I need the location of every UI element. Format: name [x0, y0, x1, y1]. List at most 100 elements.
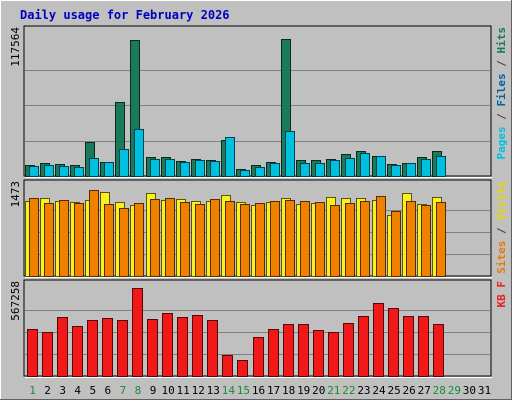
bar-kbytes-kb-f-day-8	[132, 288, 143, 377]
x-tick-label-day-27: 27	[418, 384, 431, 397]
panel-traffic-legend-part-2: Files	[495, 73, 508, 106]
x-tick-label-day-18: 18	[282, 384, 295, 397]
bar-kbytes-kb-f-day-24	[373, 303, 384, 377]
x-tick-label-day-9: 9	[150, 384, 157, 397]
bar-visits-sites-day-4	[74, 203, 84, 277]
bar-kbytes-kb-f-day-22	[343, 323, 354, 377]
bar-visits-sites-day-28	[436, 202, 446, 277]
x-tick-label-day-5: 5	[89, 384, 96, 397]
bar-kbytes-kb-f-day-2	[42, 332, 53, 377]
x-tick-label-day-25: 25	[387, 384, 400, 397]
bar-traffic-pages-day-14	[225, 137, 235, 177]
x-tick-label-day-21: 21	[327, 384, 340, 397]
bar-visits-sites-day-15	[240, 204, 250, 277]
bar-traffic-pages-day-10	[165, 159, 175, 177]
panel-visits-legend-part-2: Visits	[495, 181, 508, 221]
bar-visits-sites-day-10	[165, 198, 175, 277]
x-tick-label-day-3: 3	[59, 384, 66, 397]
bar-visits-sites-day-16	[255, 203, 265, 277]
bar-traffic-pages-day-8	[134, 129, 144, 177]
bar-traffic-pages-day-7	[119, 149, 129, 177]
bar-kbytes-kb-f-day-6	[102, 318, 113, 377]
x-tick-label-day-17: 17	[267, 384, 280, 397]
bar-traffic-pages-day-28	[436, 156, 446, 177]
chart-title: Daily usage for February 2026	[20, 8, 230, 22]
panel-traffic-legend-part-1: /	[495, 107, 508, 127]
x-tick-label-day-24: 24	[372, 384, 386, 397]
x-tick-label-day-23: 23	[357, 384, 370, 397]
bar-traffic-pages-day-1	[29, 166, 39, 177]
bar-kbytes-kb-f-day-20	[313, 330, 324, 377]
bar-traffic-pages-day-15	[240, 170, 250, 177]
bar-kbytes-kb-f-day-25	[388, 308, 399, 377]
panel-visits: 1473 Sites / Visits	[9, 179, 508, 278]
bar-traffic-pages-day-12	[195, 160, 205, 177]
panel-traffic-legend-part-0: Pages	[495, 126, 508, 159]
x-tick-label-day-13: 13	[207, 384, 220, 397]
bar-traffic-pages-day-6	[104, 162, 114, 177]
x-tick-label-day-31: 31	[478, 384, 491, 397]
bar-visits-sites-day-9	[150, 199, 160, 277]
x-tick-label-day-14: 14	[222, 384, 236, 397]
bar-kbytes-kb-f-day-28	[433, 324, 444, 377]
bar-visits-sites-day-27	[421, 205, 431, 277]
bar-kbytes-kb-f-day-17	[268, 329, 279, 377]
bar-kbytes-kb-f-day-7	[117, 320, 128, 377]
panel-kbytes: 567258 KB F	[9, 279, 508, 378]
x-tick-label-day-12: 12	[192, 384, 205, 397]
bar-traffic-pages-day-2	[44, 165, 54, 177]
bar-traffic-pages-day-11	[180, 162, 190, 177]
bar-traffic-pages-day-18	[285, 131, 295, 177]
bar-kbytes-kb-f-day-16	[253, 337, 264, 377]
bar-visits-sites-day-12	[195, 204, 205, 277]
panel-traffic-legend-part-4: Hits	[495, 27, 508, 54]
panel-kbytes-max-label: 567258	[9, 281, 22, 321]
bar-traffic-pages-day-4	[74, 167, 84, 177]
x-tick-label-day-2: 2	[44, 384, 51, 397]
x-axis-labels: 1 2 3 4 5 6 7 8 9 10 11 12 13 14 15 16 17 18 19 20 21 22 23 24 2…	[29, 384, 491, 397]
bar-traffic-pages-day-21	[330, 160, 340, 177]
x-tick-label-day-6: 6	[105, 384, 112, 397]
bar-kbytes-kb-f-day-23	[358, 316, 369, 377]
panel-visits-legend-part-0: Sites	[495, 241, 508, 274]
bar-visits-sites-day-21	[330, 205, 340, 277]
bar-traffic-pages-day-3	[59, 166, 69, 177]
bar-visits-sites-day-22	[345, 203, 355, 277]
bar-kbytes-kb-f-day-9	[147, 319, 158, 377]
panel-visits-legend-part-1: /	[495, 221, 508, 241]
bar-kbytes-kb-f-day-21	[328, 332, 339, 377]
bar-traffic-pages-day-5	[89, 158, 99, 177]
bar-kbytes-kb-f-day-10	[162, 313, 173, 377]
bar-kbytes-kb-f-day-18	[283, 324, 294, 377]
bar-kbytes-kb-f-day-27	[418, 316, 429, 377]
panel-kbytes-legend: KB F	[495, 281, 508, 308]
bar-visits-sites-day-11	[180, 202, 190, 277]
bar-traffic-pages-day-24	[376, 156, 386, 177]
bar-visits-sites-day-7	[119, 208, 129, 277]
panel-visits-legend: Sites / Visits	[495, 181, 508, 274]
bar-visits-sites-day-18	[285, 200, 295, 277]
bar-kbytes-kb-f-day-26	[403, 316, 414, 377]
bar-visits-sites-day-14	[225, 201, 235, 277]
panel-traffic: 117564 Pages / Files / Hits	[9, 25, 508, 178]
x-tick-label-day-16: 16	[252, 384, 265, 397]
x-tick-label-day-8: 8	[135, 384, 142, 397]
bar-visits-sites-day-25	[391, 211, 401, 277]
bar-visits-sites-day-23	[360, 201, 370, 277]
x-tick-label-day-7: 7	[120, 384, 127, 397]
x-tick-label-day-28: 28	[433, 384, 446, 397]
panel-traffic-legend: Pages / Files / Hits	[495, 27, 508, 160]
bar-visits-sites-day-3	[59, 200, 69, 277]
bar-visits-sites-day-13	[210, 199, 220, 277]
bar-kbytes-kb-f-day-3	[57, 317, 68, 377]
x-tick-label-day-22: 22	[342, 384, 355, 397]
bar-traffic-pages-day-23	[360, 153, 370, 177]
bar-kbytes-kb-f-day-14	[222, 355, 233, 377]
bar-kbytes-kb-f-day-1	[27, 329, 38, 377]
bar-traffic-pages-day-20	[315, 163, 325, 177]
bar-traffic-pages-day-19	[300, 163, 310, 177]
bar-visits-sites-day-6	[104, 204, 114, 277]
bar-visits-sites-day-24	[376, 196, 386, 277]
x-tick-label-day-10: 10	[161, 384, 174, 397]
